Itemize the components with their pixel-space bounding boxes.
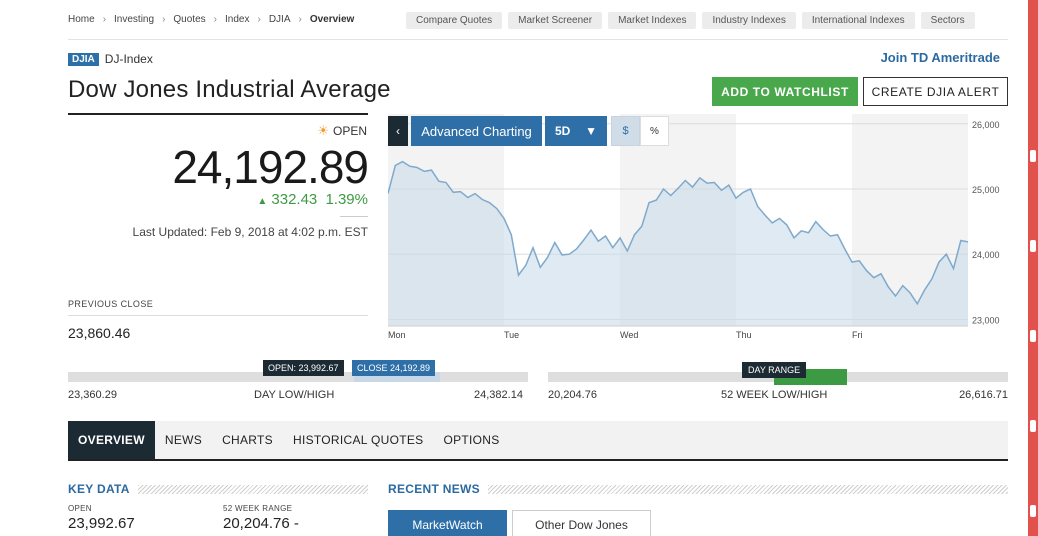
chevron-right-icon: ›: [213, 14, 217, 25]
day-range-bar: [68, 372, 528, 382]
breadcrumb-quotes[interactable]: Quotes: [173, 14, 206, 25]
breadcrumb-investing[interactable]: Investing: [114, 14, 155, 25]
industry-indexes-link[interactable]: Industry Indexes: [702, 12, 796, 29]
period-value: 5D: [555, 124, 571, 138]
chevron-right-icon: ›: [102, 14, 107, 25]
market-screener-link[interactable]: Market Screener: [508, 12, 603, 29]
day-low: 23,360.29: [68, 389, 117, 401]
key-data-header: KEY DATA: [68, 482, 368, 496]
x-tick-label: Thu: [736, 330, 752, 340]
recent-news-title: RECENT NEWS: [388, 482, 480, 496]
close-flag: CLOSE 24,192.89: [352, 360, 436, 376]
dollar-toggle[interactable]: $: [611, 116, 640, 146]
open-value: 23,992.67: [68, 515, 135, 532]
news-tab-other-dow-jones[interactable]: Other Dow Jones: [512, 510, 651, 536]
chevron-right-icon: ›: [298, 14, 302, 25]
open-label: OPEN: [68, 504, 92, 513]
previous-close-value: 23,860.46: [68, 325, 131, 341]
week52-high: 26,616.71: [959, 389, 1008, 401]
caret-down-icon: ▼: [585, 124, 597, 138]
percent-toggle[interactable]: %: [640, 116, 669, 146]
key-data-title: KEY DATA: [68, 482, 130, 496]
last-updated: Last Updated: Feb 9, 2018 at 4:02 p.m. E…: [132, 225, 368, 239]
change-value: 332.43: [271, 191, 318, 208]
previous-close-label: PREVIOUS CLOSE: [68, 299, 154, 309]
ad-banner[interactable]: [1028, 0, 1038, 536]
x-tick-label: Wed: [620, 330, 638, 340]
tab-overview[interactable]: OVERVIEW: [68, 421, 155, 459]
add-to-watchlist-button[interactable]: ADD TO WATCHLIST: [712, 77, 858, 106]
hatch-divider: [137, 484, 368, 494]
breadcrumb-home[interactable]: Home: [68, 14, 95, 25]
breadcrumb-djia[interactable]: DJIA: [268, 14, 291, 25]
market-indexes-link[interactable]: Market Indexes: [608, 12, 697, 29]
divider: [340, 216, 368, 217]
compare-quotes-link[interactable]: Compare Quotes: [406, 12, 503, 29]
day-range-label: DAY LOW/HIGH: [254, 389, 335, 401]
day-range-fill: [354, 372, 440, 382]
day-high: 24,382.14: [474, 389, 523, 401]
join-td-ameritrade-link[interactable]: Join TD Ameritrade: [880, 50, 1000, 65]
sun-icon: ☀: [317, 123, 329, 138]
chevron-right-icon: ›: [257, 14, 261, 25]
advanced-charting-button[interactable]: Advanced Charting: [411, 116, 542, 146]
series-area: [388, 161, 968, 326]
page-title: Dow Jones Industrial Average: [68, 76, 391, 103]
chevron-right-icon: ›: [162, 14, 166, 25]
international-indexes-link[interactable]: International Indexes: [801, 12, 915, 29]
week52-low: 20,204.76: [548, 389, 597, 401]
y-tick-label: 25,000: [972, 185, 1000, 195]
last-price: 24,192.89: [172, 141, 369, 193]
change-percent: 1.39%: [325, 191, 368, 208]
symbol-row: DJIA DJ-Index: [68, 52, 153, 66]
x-tick-label: Tue: [504, 330, 519, 340]
open-flag: OPEN: 23,992.67: [263, 360, 344, 376]
period-select[interactable]: 5D ▼: [545, 116, 607, 146]
tab-news[interactable]: NEWS: [164, 433, 203, 447]
triangle-up-icon: ▲: [257, 196, 268, 207]
news-tab-marketwatch[interactable]: MarketWatch: [388, 510, 507, 536]
divider: [68, 113, 368, 115]
quick-links: Compare Quotes Market Screener Market In…: [406, 12, 975, 29]
section-tabs: OVERVIEW NEWS CHARTS HISTORICAL QUOTES O…: [68, 421, 1008, 461]
breadcrumb-index[interactable]: Index: [225, 14, 250, 25]
y-tick-label: 23,000: [972, 315, 1000, 325]
price-change: ▲ 332.43 1.39%: [68, 191, 368, 208]
day-range-flag: DAY RANGE: [742, 362, 807, 378]
breadcrumb-overview: Overview: [309, 14, 355, 25]
tab-historical-quotes[interactable]: HISTORICAL QUOTES: [292, 433, 424, 447]
ticker-badge: DJIA: [68, 52, 99, 66]
x-tick-label: Fri: [852, 330, 863, 340]
create-alert-button[interactable]: CREATE DJIA ALERT: [863, 77, 1008, 106]
y-tick-label: 24,000: [972, 250, 1000, 260]
tab-charts[interactable]: CHARTS: [222, 433, 273, 447]
week52-range-value: 20,204.76 -: [223, 515, 299, 532]
market-status: ☀ OPEN: [317, 123, 367, 139]
y-tick-label: 26,000: [972, 120, 1000, 130]
hatch-divider: [487, 484, 1008, 494]
divider: [68, 315, 368, 316]
recent-news-header: RECENT NEWS: [388, 482, 1008, 496]
sectors-link[interactable]: Sectors: [920, 12, 975, 29]
week52-label: 52 WEEK LOW/HIGH: [721, 389, 828, 401]
divider: [68, 39, 1008, 40]
x-tick-label: Mon: [388, 330, 406, 340]
week52-range-label: 52 WEEK RANGE: [223, 504, 293, 513]
price-chart[interactable]: 26,000 25,000 24,000 23,000 Mon Tue Wed Thu Fri …: [388, 114, 1008, 346]
chart-collapse-button[interactable]: ‹: [388, 116, 408, 146]
chart-svg: 26,000 25,000 24,000 23,000 Mon Tue Wed Thu Fri: [388, 114, 1000, 340]
exchange-label: DJ-Index: [104, 52, 153, 66]
tab-options[interactable]: OPTIONS: [443, 433, 500, 447]
series-line: [388, 160, 969, 306]
breadcrumb: Home › Investing › Quotes › Index › DJIA…: [68, 14, 354, 25]
market-status-label: OPEN: [332, 124, 367, 138]
